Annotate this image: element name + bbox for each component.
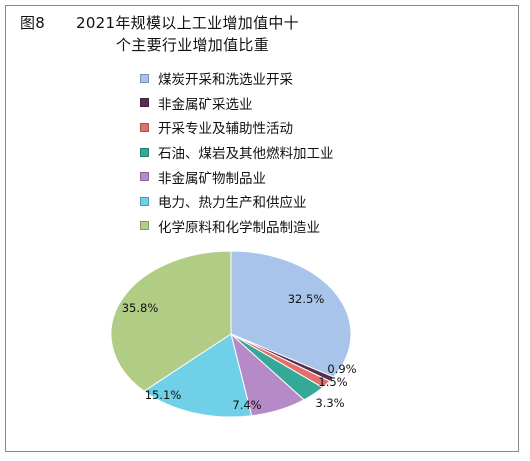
slice-label: 7.4%: [232, 398, 261, 412]
legend-item: 煤炭开采和洗选业开采: [140, 66, 334, 91]
legend-swatch: [140, 73, 149, 83]
legend-label: 开采专业及辅助性活动: [158, 121, 293, 138]
chart-title: 图8 2021年规模以上工业增加值中十 个主要行业增加值比重: [20, 12, 400, 56]
legend-label: 非金属矿物制品业: [158, 170, 266, 187]
legend-item: 非金属矿物制品业: [140, 164, 334, 189]
legend-item: 非金属矿采选业: [140, 91, 334, 116]
legend-item: 电力、热力生产和供应业: [140, 189, 334, 214]
legend-swatch: [140, 122, 149, 132]
slice-label: 35.8%: [122, 301, 159, 315]
legend-label: 石油、煤岩及其他燃料加工业: [158, 146, 334, 163]
slice-label: 1.5%: [318, 375, 347, 389]
legend-swatch: [140, 147, 149, 157]
legend: 煤炭开采和洗选业开采 非金属矿采选业 开采专业及辅助性活动 石油、煤岩及其他燃料…: [140, 66, 334, 238]
legend-item: 化学原料和化学制品制造业: [140, 214, 334, 239]
legend-swatch: [140, 98, 149, 108]
slice-label: 3.3%: [315, 396, 344, 410]
legend-item: 开采专业及辅助性活动: [140, 115, 334, 140]
legend-label: 煤炭开采和洗选业开采: [158, 72, 293, 89]
chart-frame: [5, 5, 519, 452]
legend-swatch: [140, 221, 149, 231]
legend-swatch: [140, 172, 149, 182]
pie-slice: [110, 250, 232, 392]
legend-item: 石油、煤岩及其他燃料加工业: [140, 140, 334, 165]
slice-label: 32.5%: [288, 292, 325, 306]
legend-label: 电力、热力生产和供应业: [158, 195, 307, 212]
legend-label: 化学原料和化学制品制造业: [158, 219, 320, 236]
slice-label: 15.1%: [145, 388, 182, 402]
figure-number: 图8: [20, 14, 46, 32]
pie-slice: [143, 333, 253, 418]
title-line-1: 2021年规模以上工业增加值中十: [76, 14, 299, 32]
slice-label: 0.9%: [327, 362, 356, 376]
legend-swatch: [140, 196, 149, 206]
legend-label: 非金属矿采选业: [158, 96, 253, 113]
title-line-2: 个主要行业增加值比重: [116, 36, 270, 54]
pie-slice: [230, 250, 352, 378]
